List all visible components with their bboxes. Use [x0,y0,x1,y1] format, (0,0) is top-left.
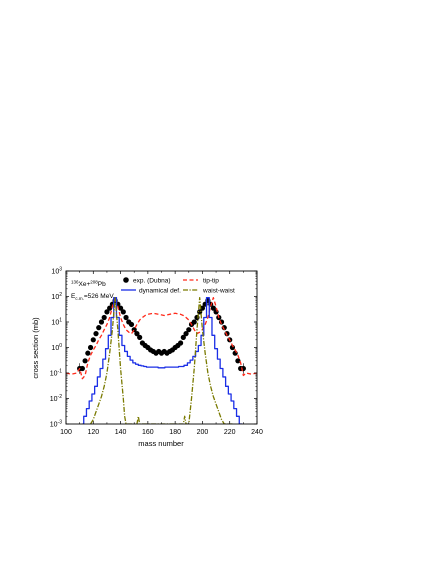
data-point-exp-dubna [117,305,124,311]
energy-symbol: E [71,293,76,300]
data-point-exp-dubna [180,334,186,340]
data-point-exp-dubna [123,314,129,321]
data-point-exp-dubna [128,321,135,328]
x-tick-label: 140 [115,429,127,436]
reaction-element-1: Xe+ [79,281,91,288]
x-tick-label: 220 [224,429,236,436]
data-point-exp-dubna [137,334,143,340]
x-tick-label: 180 [169,429,181,436]
data-point-exp-dubna [79,365,85,372]
x-tick-label: 120 [87,429,99,436]
y-tick-label: 100 [51,343,62,352]
data-point-exp-dubna [191,319,197,325]
tick-layer: 100 120 140 160 180 200 220 240 10-3 10-2 10-1 100 1… [50,267,263,437]
data-point-exp-dubna [82,358,88,364]
x-tick-label: 240 [251,429,263,436]
reaction-mass-2: 208 [90,280,98,285]
data-point-exp-dubna [134,331,140,337]
y-tick-label: 10-3 [50,420,62,429]
reaction-mass-1: 136 [71,280,79,285]
x-axis-title: mass number [138,439,184,448]
data-point-exp-dubna [101,314,107,321]
data-point-exp-dubna [235,358,241,364]
data-point-exp-dubna [98,319,105,325]
data-point-exp-dubna [183,331,189,337]
data-point-exp-dubna [96,325,102,331]
data-point-exp-dubna [197,309,203,315]
data-point-exp-dubna [186,327,192,333]
reaction-annotation: 136Xe+208Pb [71,280,106,289]
series-line-dynamical-def [82,297,243,424]
data-point-exp-dubna [90,337,96,343]
data-point-exp-dubna [210,305,216,311]
energy-value: =526 MeV [84,293,114,300]
legend-label-exp: exp. (Dubna) [133,278,171,285]
y-tick-label: 103 [51,267,62,276]
data-point-exp-dubna [85,350,91,356]
x-tick-label: 160 [142,429,154,436]
data-point-exp-dubna [93,331,99,337]
y-axis-title: cross section (mb) [31,317,40,379]
series-line-waist-waist [90,297,233,424]
data-point-exp-dubna [104,309,110,315]
data-point-exp-dubna [213,309,219,315]
data-point-exp-dubna [178,340,184,346]
legend: exp. (Dubna) tip-tip dynamical def. wais… [121,277,235,295]
y-tick-label: 101 [51,318,62,327]
data-point-exp-dubna [107,305,113,311]
x-tick-label: 200 [197,429,209,436]
legend-marker-exp [123,277,129,283]
legend-label-waist-waist: waist-waist [202,288,235,295]
data-point-exp-dubna [87,344,94,351]
legend-label-tip-tip: tip-tip [203,278,219,285]
series-layer [66,297,257,424]
y-tick-label: 10-2 [50,394,62,403]
data-point-exp-dubna [120,309,126,315]
legend-label-dynamical: dynamical def. [139,288,181,295]
y-tick-label: 10-1 [50,369,62,378]
x-tick-label: 100 [60,429,72,436]
series-line-tip-tip [66,297,257,380]
energy-subscript: c.m. [75,296,84,301]
data-point-exp-dubna [229,344,236,351]
energy-annotation: Ec.m.=526 MeV [71,293,114,301]
reaction-element-2: Pb [98,281,106,288]
y-tick-label: 102 [51,292,62,301]
